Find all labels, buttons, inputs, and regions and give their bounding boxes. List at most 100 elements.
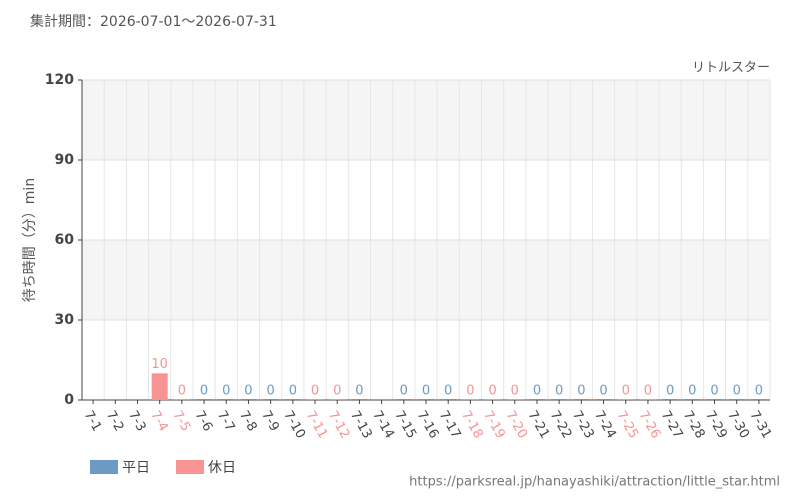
x-tick-label: 7-3 [125,408,149,434]
data-label: 0 [733,384,741,399]
bar [218,399,235,400]
x-tick-label: 7-6 [192,408,216,434]
y-tick-label: 120 [45,72,74,88]
data-label: 0 [444,384,452,399]
x-tick-label: 7-17 [436,408,464,441]
data-label: 0 [599,384,607,399]
bar [151,373,168,400]
x-tick-label: 7-2 [103,408,127,434]
legend-swatch [90,460,118,474]
x-tick-label: 7-9 [258,408,282,434]
data-label: 0 [200,384,208,399]
data-label: 0 [755,384,763,399]
data-label: 0 [267,384,275,399]
data-label: 0 [178,384,186,399]
x-tick-label: 7-25 [613,408,641,441]
bar [240,399,257,400]
bar [284,399,301,400]
x-tick-label: 7-29 [702,408,730,441]
y-tick-label: 90 [55,152,75,168]
x-tick-label: 7-4 [147,408,171,434]
data-label: 0 [466,384,474,399]
x-tick-label: 7-23 [569,408,597,441]
bar [418,399,434,400]
bar [750,399,767,400]
data-label: 0 [688,384,696,399]
bar [196,399,213,400]
grid-band [82,80,770,160]
data-label: 0 [666,384,674,399]
x-tick-label: 7-27 [658,408,686,441]
data-label: 0 [289,384,297,399]
x-tick-label: 7-30 [724,408,752,441]
data-label: 0 [644,384,652,399]
x-tick-label: 7-31 [746,408,774,441]
bar [262,399,279,400]
bar [329,399,346,400]
bar [440,399,457,400]
data-label: 0 [555,384,563,399]
data-label: 0 [577,384,585,399]
x-tick-label: 7-18 [458,408,486,441]
bar [551,399,568,400]
data-label: 0 [355,384,363,399]
data-label: 0 [488,384,496,399]
x-tick-label: 7-20 [502,408,530,441]
x-tick-label: 7-11 [303,408,331,441]
data-label: 0 [400,384,408,399]
x-tick-label: 7-16 [414,408,442,441]
data-label: 0 [710,384,718,399]
x-tick-label: 7-15 [391,408,419,441]
source: https://parksreal.jp/hanayashiki/attract… [409,475,780,490]
subtitle: リトルスター [692,61,770,76]
data-label: 0 [311,384,319,399]
x-tick-label: 7-22 [547,408,575,441]
y-tick-label: 60 [55,232,75,248]
data-label: 0 [222,384,230,399]
bar [662,399,679,400]
bar [595,399,612,400]
x-tick-label: 7-21 [524,408,552,441]
grid-band [82,240,770,320]
bar [706,399,723,400]
x-tick-label: 7-26 [635,408,663,441]
x-tick-label: 7-28 [680,408,708,441]
bar [173,399,190,400]
y-axis-label: 待ち時間（分）min [22,178,38,302]
bar [462,399,479,400]
x-tick-label: 7-12 [325,408,353,441]
bar [307,399,324,400]
bar [351,399,368,400]
bar [684,399,701,400]
data-label: 0 [244,384,252,399]
x-tick-label: 7-24 [591,408,619,441]
legend-label: 平日 [122,460,150,476]
bar [395,399,412,400]
bar [639,399,656,400]
x-tick-label: 7-10 [280,408,308,441]
bar [506,399,523,400]
x-tick-label: 7-1 [81,408,105,434]
bar [484,399,501,400]
bar [728,399,745,400]
legend-label: 休日 [208,460,236,476]
chart-title: 集計期間：2026-07-01～2026-07-31 [30,13,277,30]
x-tick-label: 7-19 [480,408,508,441]
bar [573,399,590,400]
bar [528,399,545,400]
x-tick-label: 7-13 [347,408,375,441]
x-tick-label: 7-5 [169,408,193,434]
data-label: 0 [422,384,430,399]
bar [617,399,634,400]
data-label: 0 [511,384,519,399]
x-tick-label: 7-7 [214,408,238,434]
x-tick-label: 7-8 [236,408,260,434]
legend-swatch [176,460,204,474]
data-label: 10 [151,357,168,372]
data-label: 0 [333,384,341,399]
y-tick-label: 0 [64,392,74,408]
x-tick-label: 7-14 [369,408,397,441]
y-tick-label: 30 [55,312,75,328]
data-label: 0 [533,384,541,399]
